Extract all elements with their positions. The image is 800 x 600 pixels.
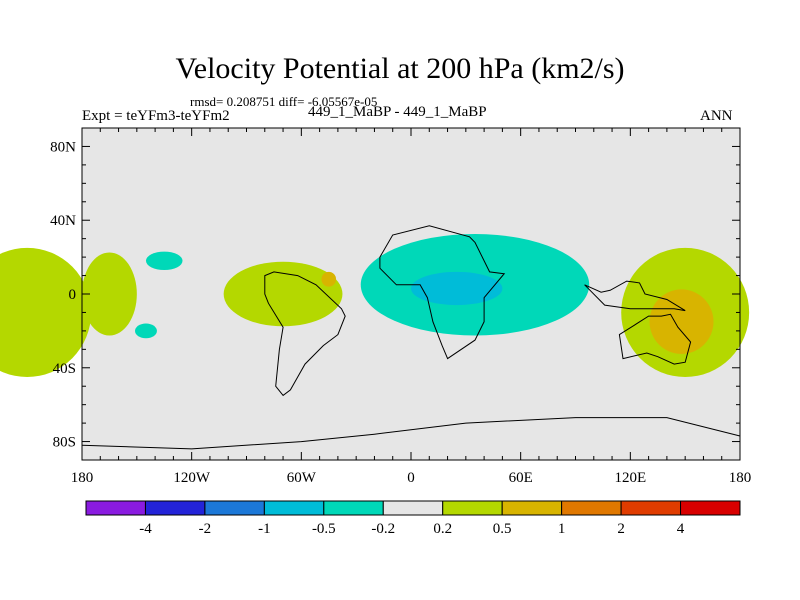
negative-anomaly-north-pacific — [145, 251, 183, 271]
colorbar-label: -0.5 — [312, 521, 336, 537]
colorbar-label: 0.5 — [493, 521, 512, 537]
colorbar-swatch — [382, 500, 444, 516]
colorbar-swatch — [144, 500, 206, 516]
experiment-label: Expt = teYFm3-teYFm2 — [82, 108, 230, 124]
y-tick-label: 40S — [53, 361, 76, 377]
y-tick-label: 40N — [50, 213, 76, 229]
colorbar-swatch — [85, 500, 146, 516]
colorbar-swatch — [561, 500, 622, 516]
case-label: 449_1_MaBP - 449_1_MaBP — [308, 104, 487, 120]
positive-anomaly-south-america — [223, 261, 343, 327]
positive-anomaly-maritime-core — [649, 289, 714, 354]
colorbar-swatch — [680, 500, 741, 516]
colorbar-label: 0.2 — [433, 521, 452, 537]
colorbar-swatch — [263, 500, 325, 516]
chart-title: Velocity Potential at 200 hPa (km2/s) — [175, 52, 625, 85]
x-tick-label: 120W — [173, 470, 211, 486]
colorbar-label: -2 — [199, 521, 212, 537]
colorbar-swatch — [204, 500, 265, 516]
positive-anomaly-south-america-core — [321, 271, 337, 287]
season-label: ANN — [700, 108, 733, 124]
anomaly-fill-layer — [0, 128, 750, 460]
x-tick-label: 180 — [71, 470, 94, 486]
x-tick-label: 0 — [407, 470, 415, 486]
y-tick-label: 80N — [50, 139, 76, 155]
colorbar-label: -1 — [258, 521, 271, 537]
axes-layer: 180 120W 60W 0 60E 120E 180 80N 40N 0 40S 80S — [50, 127, 752, 486]
coast-south-america — [264, 271, 346, 397]
colorbar-label: 4 — [677, 521, 685, 537]
x-tick-label: 60E — [509, 470, 533, 486]
x-tick-label: 180 — [729, 470, 752, 486]
coastline-layer — [81, 225, 741, 450]
colorbar-swatch — [442, 500, 503, 516]
positive-anomaly-dateline-wrap — [0, 247, 92, 377]
x-tick-label: 120E — [614, 470, 646, 486]
colorbar-label: -0.2 — [371, 521, 395, 537]
colorbar-label: -4 — [139, 521, 152, 537]
colorbar-label: 1 — [558, 521, 566, 537]
colorbar: -4 -2 -1 -0.5 -0.2 0.2 0.5 1 2 4 — [85, 500, 741, 537]
positive-anomaly-west-pacific — [82, 252, 137, 336]
y-tick-label: 0 — [69, 287, 77, 303]
coast-australia — [618, 313, 692, 365]
rmsd-diff-stats: rmsd= 0.208751 diff= -6.05567e-05 — [190, 94, 378, 109]
negative-anomaly-africa-core — [411, 271, 503, 306]
colorbar-label: 2 — [617, 521, 625, 537]
colorbar-swatch — [501, 500, 563, 516]
coast-maritime-continent — [584, 280, 686, 312]
negative-anomaly-subtropical — [135, 323, 157, 339]
colorbar-swatch — [620, 500, 682, 516]
y-tick-label: 80S — [53, 435, 76, 451]
x-tick-label: 60W — [287, 470, 317, 486]
coast-antarctica — [81, 417, 741, 450]
coast-africa — [379, 225, 506, 360]
colorbar-swatch — [323, 500, 384, 516]
